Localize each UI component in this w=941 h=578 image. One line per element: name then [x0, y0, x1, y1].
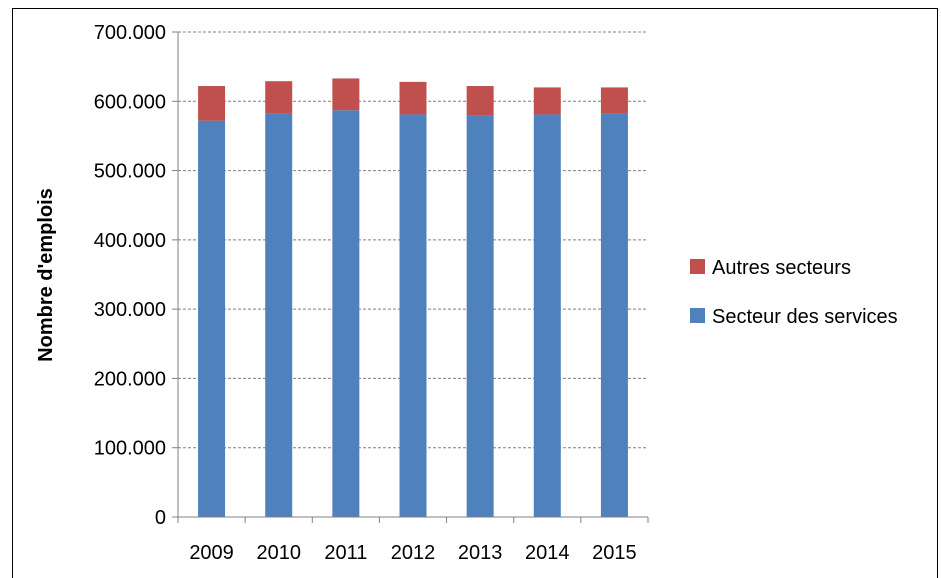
y-tick-labels: 0 100.000 200.000 300.000 400.000 500.000 600.…: [94, 22, 166, 529]
legend-label-autres-secteurs: Autres secteurs: [712, 257, 851, 279]
x-tick-label: 2009: [189, 542, 234, 564]
bar-secteur-des-services-2009: [198, 120, 226, 517]
y-tick-label: 0: [155, 507, 166, 529]
bar-autres-secteurs-2014: [533, 87, 561, 115]
y-tick-label: 200.000: [94, 368, 166, 390]
bar-secteur-des-services-2012: [399, 114, 427, 517]
bar-autres-secteurs-2013: [466, 86, 494, 116]
chart-frame: [12, 8, 938, 578]
y-tick-label: 400.000: [94, 230, 166, 252]
bar-autres-secteurs-2015: [600, 87, 628, 114]
x-tick-label: 2011: [324, 542, 367, 564]
legend-label-secteur-des-services: Secteur des services: [712, 306, 898, 328]
bar-autres-secteurs-2012: [399, 81, 427, 115]
bar-autres-secteurs-2009: [198, 86, 226, 121]
bar-secteur-des-services-2015: [600, 113, 628, 518]
x-tick-label: 2010: [256, 542, 301, 564]
bar-secteur-des-services-2013: [466, 115, 494, 517]
y-tick-label: 300.000: [94, 299, 166, 321]
y-tick-label: 700.000: [94, 22, 166, 44]
y-tick-label: 600.000: [94, 91, 166, 113]
y-tick-label: 100.000: [94, 438, 166, 460]
bar-autres-secteurs-2010: [265, 81, 293, 114]
bar-secteur-des-services-2011: [332, 110, 360, 518]
x-tick-labels: 2009 2010 2011 2012 2013 2014 2015: [189, 542, 636, 564]
bar-autres-secteurs-2011: [332, 78, 360, 111]
x-tick-label: 2015: [592, 542, 637, 564]
x-tick-label: 2013: [458, 542, 503, 564]
x-tick-label: 2012: [391, 542, 436, 564]
bars: [198, 78, 628, 518]
bar-secteur-des-services-2014: [533, 114, 561, 517]
bar-secteur-des-services-2010: [265, 113, 293, 518]
legend: Autres secteurs Secteur des services: [690, 257, 898, 328]
y-tick-label: 500.000: [94, 161, 166, 183]
x-tick-label: 2014: [525, 542, 570, 564]
y-axis-title: Nombre d'emplois: [35, 188, 57, 362]
legend-swatch-secteur-des-services: [690, 308, 705, 323]
axes: [172, 31, 649, 523]
legend-swatch-autres-secteurs: [690, 259, 705, 274]
